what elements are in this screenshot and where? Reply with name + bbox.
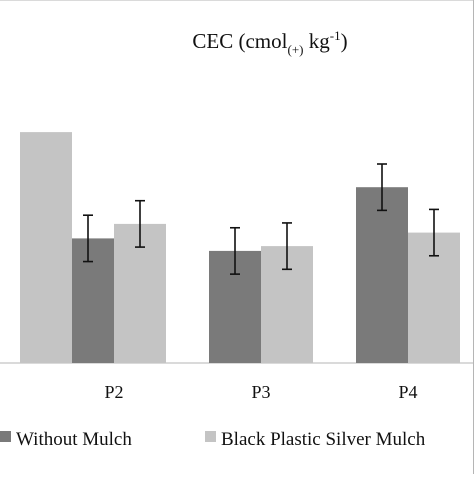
legend-swatch-black-plastic-silver-mulch: [205, 431, 216, 442]
error-bar-p2-s1: [83, 214, 93, 263]
error-bar-p4-s1: [377, 163, 387, 212]
chart-title-subscript: (+): [287, 42, 303, 57]
error-bar-p2-s2: [135, 199, 145, 248]
bar-without-mulch-p4: [356, 187, 408, 363]
chart-title-superscript: -1: [330, 28, 341, 43]
chart-title-middle: kg: [303, 29, 330, 53]
legend-swatch-without-mulch: [0, 431, 11, 442]
legend-label-without-mulch: Without Mulch: [16, 429, 132, 450]
error-bars-layer: [83, 163, 439, 275]
error-bar-p4-s2: [429, 208, 439, 257]
chart-title: CEC (cmol(+) kg-1): [192, 28, 347, 57]
error-bar-p3-s2: [282, 222, 292, 271]
error-bar-p3-s1: [230, 226, 240, 275]
x-tick-labels: P2 P3 P4: [104, 382, 417, 402]
legend: Without Mulch Black Plastic Silver Mulch: [0, 429, 426, 450]
bars-layer: [20, 132, 460, 363]
chart-title-prefix: CEC (cmol: [192, 29, 287, 53]
x-tick-label-p3: P3: [251, 382, 270, 402]
legend-label-black-plastic-silver-mulch: Black Plastic Silver Mulch: [221, 429, 426, 450]
x-tick-label-p4: P4: [398, 382, 417, 402]
x-tick-label-p2: P2: [104, 382, 123, 402]
chart-title-suffix: ): [341, 29, 348, 53]
bar-black-plastic-silver-mulch-p1: [20, 132, 72, 363]
